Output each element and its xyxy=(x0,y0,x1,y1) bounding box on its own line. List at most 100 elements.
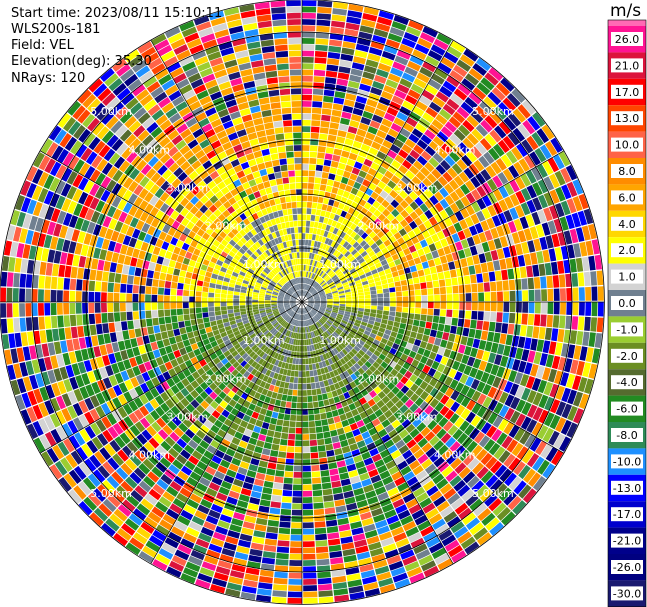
radar-gate xyxy=(463,365,472,376)
radar-gate xyxy=(70,326,78,339)
radar-gate xyxy=(122,403,133,415)
radar-gate xyxy=(71,363,81,376)
radar-gate xyxy=(129,168,140,180)
radar-gate xyxy=(7,364,16,381)
radar-gate xyxy=(202,286,209,293)
radar-gate xyxy=(365,376,374,385)
radar-gate xyxy=(243,378,251,386)
radar-gate xyxy=(411,271,419,278)
radar-gate xyxy=(428,513,443,525)
radar-gate xyxy=(184,460,196,471)
radar-gate xyxy=(300,314,302,321)
radar-gate xyxy=(465,192,476,204)
radar-gate xyxy=(385,400,395,409)
radar-gate xyxy=(165,206,175,217)
radar-gate xyxy=(339,264,346,271)
radar-gate xyxy=(547,288,554,301)
radar-gate xyxy=(120,283,127,293)
radar-gate xyxy=(281,342,287,349)
radar-gate xyxy=(385,460,397,470)
radar-gate xyxy=(222,318,229,323)
radar-gate xyxy=(554,247,563,261)
radar-gate xyxy=(452,111,466,124)
radar-gate xyxy=(152,559,168,571)
radar-gate xyxy=(203,317,210,323)
radar-gate xyxy=(69,314,77,327)
radar-gate xyxy=(153,271,161,280)
radar-gate xyxy=(493,260,501,271)
radar-gate xyxy=(468,163,480,176)
radar-gate xyxy=(229,320,237,326)
radar-gate xyxy=(502,97,517,112)
radar-gate xyxy=(184,277,191,285)
radar-gate xyxy=(504,394,515,407)
radar-gate xyxy=(352,140,363,149)
radar-gate xyxy=(319,334,324,341)
radar-gate xyxy=(296,402,302,409)
radar-gate xyxy=(538,409,549,424)
radar-gate xyxy=(546,275,553,289)
radar-gate xyxy=(333,331,339,337)
radar-gate xyxy=(560,419,572,435)
radar-gate xyxy=(447,492,461,505)
radar-gate xyxy=(321,316,327,322)
radar-gate xyxy=(221,285,228,291)
radar-gate xyxy=(302,145,310,151)
radar-gate xyxy=(173,475,186,487)
radar-gate xyxy=(307,246,311,253)
radar-gate xyxy=(223,321,231,328)
radar-gate xyxy=(356,155,366,164)
radar-gate xyxy=(381,419,391,428)
radar-gate xyxy=(391,434,402,444)
radar-gate xyxy=(375,519,388,529)
radar-gate xyxy=(222,453,233,463)
radar-gate xyxy=(160,402,170,413)
radar-gate xyxy=(376,230,385,239)
radar-gate xyxy=(324,312,331,316)
radar-gate xyxy=(368,413,378,422)
radar-gate xyxy=(261,270,268,277)
radar-gate xyxy=(487,205,497,217)
radar-gate xyxy=(462,137,475,150)
radar-gate xyxy=(79,428,91,443)
radar-gate xyxy=(257,588,272,596)
radar-gate xyxy=(428,542,444,554)
radar-gate xyxy=(296,415,302,422)
radar-gate xyxy=(448,179,459,191)
radar-gate xyxy=(425,447,437,458)
radar-gate xyxy=(474,222,484,234)
radar-gate xyxy=(573,408,584,424)
radar-gate xyxy=(331,376,338,384)
radar-gate xyxy=(449,202,460,214)
radar-gate xyxy=(433,38,449,51)
radar-gate xyxy=(424,463,437,475)
radar-gate xyxy=(317,278,323,284)
radar-gate xyxy=(531,211,541,226)
radar-gate xyxy=(420,355,428,365)
radar-gate xyxy=(391,419,401,429)
radar-gate xyxy=(83,132,96,147)
radar-gate xyxy=(472,338,481,349)
radar-gate xyxy=(96,107,110,121)
radar-gate xyxy=(396,302,403,307)
radar-gate xyxy=(221,438,231,448)
radar-gate xyxy=(207,360,216,369)
radar-gate xyxy=(120,312,127,321)
radar-gate xyxy=(368,541,382,551)
radar-gate xyxy=(371,453,382,463)
radar-gate xyxy=(330,240,337,248)
radar-gate xyxy=(292,484,302,491)
radar-gate xyxy=(183,308,190,315)
radar-gate xyxy=(127,320,134,330)
radar-gate xyxy=(155,148,167,160)
radar-gate xyxy=(411,344,419,353)
radar-gate xyxy=(361,478,372,487)
radar-gate xyxy=(322,332,328,339)
radar-gate xyxy=(305,284,309,291)
radar-gate xyxy=(252,309,259,313)
radar-gate xyxy=(535,224,545,238)
radar-gate xyxy=(356,551,371,560)
radar-gate xyxy=(378,10,394,20)
radar-gate xyxy=(307,305,312,309)
radar-gate xyxy=(313,401,319,408)
